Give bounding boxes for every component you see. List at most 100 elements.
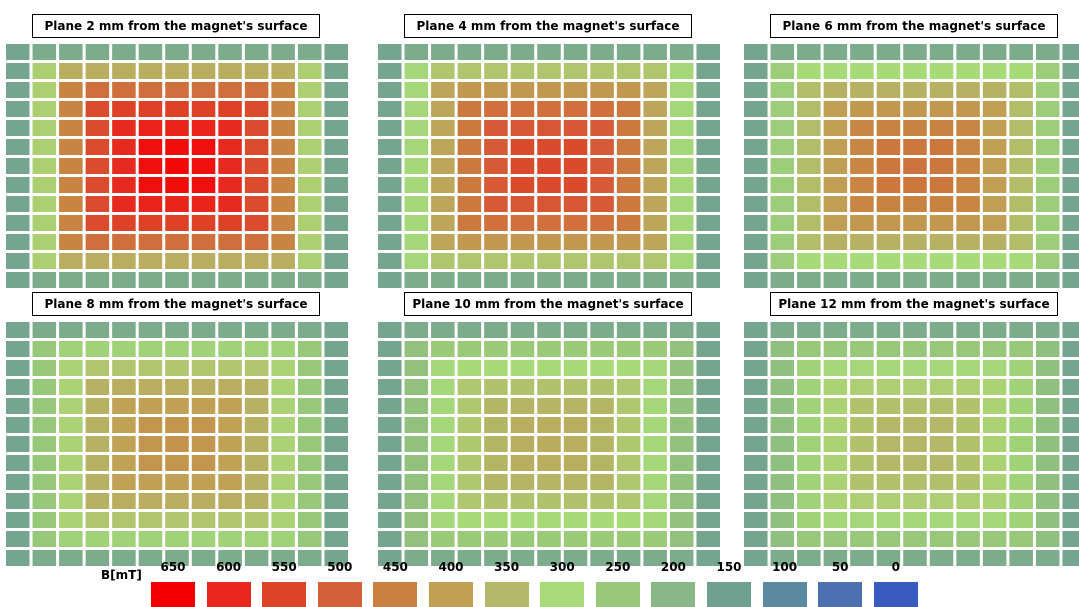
- heatmap-cell: [1009, 215, 1033, 231]
- heatmap-cell: [271, 44, 295, 60]
- heatmap-cell: [1009, 436, 1033, 452]
- heatmap-grid: [744, 322, 1079, 566]
- heatmap-cell: [770, 196, 795, 212]
- heatmap-cell: [876, 234, 901, 250]
- heatmap-cell: [297, 158, 322, 174]
- heatmap-cell: [484, 322, 508, 338]
- heatmap-cell: [32, 512, 57, 528]
- heatmap-cell: [138, 379, 163, 395]
- heatmap-cell: [297, 253, 322, 269]
- heatmap-cell: [929, 63, 954, 79]
- heatmap-cell: [563, 531, 588, 547]
- heatmap-cell: [696, 44, 720, 60]
- heatmap-cell: [669, 253, 694, 269]
- heatmap-cell: [696, 63, 720, 79]
- heatmap-cell: [876, 177, 901, 193]
- heatmap-cell: [32, 272, 57, 288]
- heatmap-cell: [112, 379, 136, 395]
- heatmap-cell: [378, 322, 402, 338]
- heatmap-cell: [903, 398, 927, 414]
- heatmap-cell: [297, 341, 322, 357]
- heatmap-cell: [823, 360, 848, 376]
- heatmap-cell: [696, 474, 720, 490]
- heatmap-cell: [876, 341, 901, 357]
- heatmap-cell: [6, 44, 30, 60]
- heatmap-cell: [537, 512, 561, 528]
- heatmap-cell: [191, 253, 216, 269]
- heatmap-cell: [669, 341, 694, 357]
- heatmap-cell: [244, 474, 269, 490]
- heatmap-cell: [1035, 101, 1060, 117]
- heatmap-cell: [457, 398, 482, 414]
- heatmap-cell: [616, 101, 641, 117]
- heatmap-cell: [324, 455, 348, 471]
- heatmap-cell: [1035, 120, 1060, 136]
- heatmap-cell: [982, 63, 1007, 79]
- heatmap-cell: [929, 139, 954, 155]
- heatmap-cell: [484, 101, 508, 117]
- heatmap-cell: [297, 272, 322, 288]
- heatmap-cell: [218, 436, 242, 452]
- heatmap-cell: [244, 550, 269, 566]
- heatmap-cell: [982, 379, 1007, 395]
- heatmap-cell: [770, 379, 795, 395]
- heatmap-cell: [1009, 63, 1033, 79]
- heatmap-cell: [1062, 379, 1079, 395]
- heatmap-cell: [271, 253, 295, 269]
- heatmap-cell: [537, 44, 561, 60]
- heatmap-cell: [218, 139, 242, 155]
- heatmap-cell: [876, 101, 901, 117]
- heatmap-cell: [797, 417, 821, 433]
- heatmap-cell: [563, 322, 588, 338]
- heatmap-cell: [218, 158, 242, 174]
- heatmap-cell: [85, 512, 110, 528]
- heatmap-cell: [1009, 531, 1033, 547]
- heatmap-cell: [744, 512, 768, 528]
- heatmap-cell: [324, 360, 348, 376]
- heatmap-cell: [956, 101, 980, 117]
- heatmap-cell: [903, 177, 927, 193]
- heatmap-cell: [956, 272, 980, 288]
- heatmap-cell: [982, 196, 1007, 212]
- heatmap-cell: [1035, 436, 1060, 452]
- heatmap-cell: [85, 158, 110, 174]
- heatmap-cell: [59, 215, 83, 231]
- heatmap-cell: [1062, 417, 1079, 433]
- heatmap-cell: [271, 512, 295, 528]
- heatmap-cell: [1062, 493, 1079, 509]
- heatmap-cell: [850, 215, 874, 231]
- heatmap-cell: [823, 196, 848, 212]
- heatmap-cell: [484, 177, 508, 193]
- heatmap-cell: [138, 101, 163, 117]
- heatmap-cell: [903, 379, 927, 395]
- heatmap-cell: [510, 436, 535, 452]
- heatmap-cell: [982, 493, 1007, 509]
- heatmap-cell: [744, 531, 768, 547]
- heatmap-cell: [1035, 196, 1060, 212]
- heatmap-cell: [850, 322, 874, 338]
- heatmap-cell: [744, 234, 768, 250]
- heatmap-cell: [85, 341, 110, 357]
- heatmap-cell: [1035, 82, 1060, 98]
- heatmap-cell: [956, 379, 980, 395]
- heatmap-cell: [1035, 44, 1060, 60]
- heatmap-cell: [138, 341, 163, 357]
- heatmap-cell: [643, 120, 667, 136]
- heatmap-cell: [6, 531, 30, 547]
- heatmap-cell: [138, 436, 163, 452]
- heatmap-cell: [32, 101, 57, 117]
- heatmap-cell: [112, 322, 136, 338]
- heatmap-cell: [903, 44, 927, 60]
- heatmap-cell: [324, 379, 348, 395]
- heatmap-cell: [669, 177, 694, 193]
- heatmap-cell: [244, 531, 269, 547]
- heatmap-cell: [431, 234, 455, 250]
- heatmap-cell: [404, 417, 429, 433]
- heatmap-cell: [510, 215, 535, 231]
- heatmap-cell: [903, 63, 927, 79]
- heatmap-cell: [929, 322, 954, 338]
- heatmap-cell: [297, 139, 322, 155]
- heatmap-cell: [1035, 272, 1060, 288]
- heatmap-cell: [850, 196, 874, 212]
- heatmap-cell: [324, 63, 348, 79]
